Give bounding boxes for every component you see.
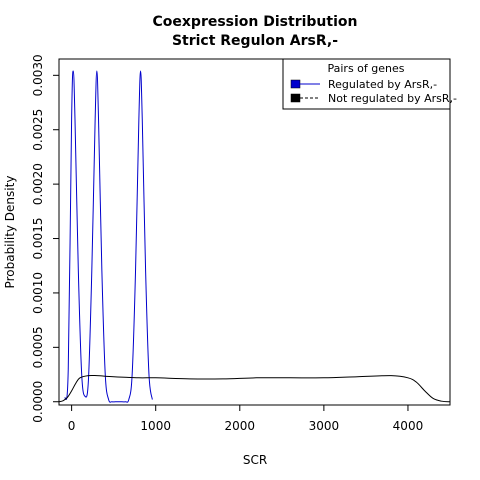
plot-area-frame <box>58 58 451 406</box>
x-tick-label: 1000 <box>140 419 171 433</box>
y-tick-label: 0.0010 <box>31 272 45 314</box>
x-tick-label: 4000 <box>393 419 424 433</box>
legend-title: Pairs of genes <box>327 62 404 75</box>
y-tick-label: 0.0025 <box>31 109 45 151</box>
legend-label-regulated: Regulated by ArsR,- <box>328 78 437 91</box>
chart-title: Coexpression Distribution <box>153 14 358 30</box>
y-axis-label: Probability Density <box>3 176 17 289</box>
series-layer <box>58 70 451 403</box>
x-tick-label: 0 <box>68 419 76 433</box>
series-line-regulated <box>64 70 153 403</box>
y-tick-label: 0.0005 <box>31 326 45 368</box>
x-axis: 0 1000 2000 3000 4000 <box>68 405 423 433</box>
y-tick-label: 0.0015 <box>31 218 45 260</box>
legend-label-not-regulated: Not regulated by ArsR,- <box>328 92 457 105</box>
series-line-not-regulated <box>58 374 451 403</box>
y-tick-label: 0.0020 <box>31 163 45 205</box>
chart-subtitle: Strict Regulon ArsR,- <box>172 33 338 49</box>
x-tick-label: 2000 <box>225 419 256 433</box>
legend-swatch-regulated <box>290 79 301 89</box>
legend-swatch-not-regulated <box>290 93 301 103</box>
x-axis-label: SCR <box>243 453 267 467</box>
x-tick-label: 3000 <box>309 419 340 433</box>
legend: Pairs of genes Regulated by ArsR,- Not r… <box>282 58 457 110</box>
y-tick-label: 0.0000 <box>31 381 45 423</box>
y-axis: 0.0000 0.0005 0.0010 0.0015 0.0020 0.0025 0.00… <box>31 54 59 423</box>
y-tick-label: 0.0030 <box>31 54 45 96</box>
